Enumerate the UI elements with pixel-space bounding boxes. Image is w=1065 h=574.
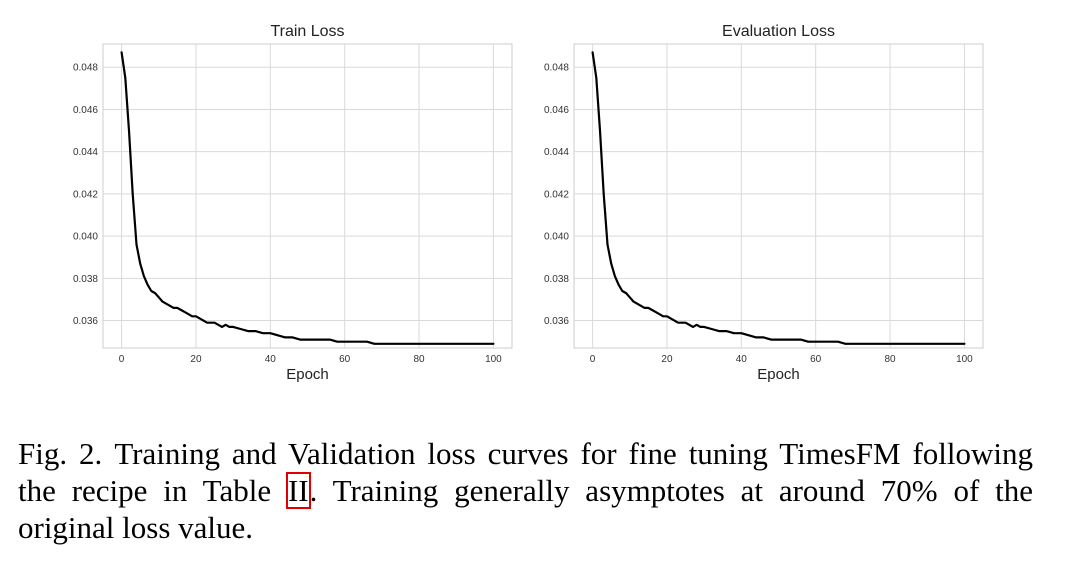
chart2-x-tick-label: 80	[884, 354, 896, 365]
table-reference-link[interactable]: II	[285, 472, 311, 509]
caption-text-part2: . Training generally asymptotes at aroun…	[18, 473, 1033, 545]
chart1-x-tick-label: 80	[413, 354, 425, 365]
chart2-x-tick-label: 40	[736, 354, 748, 365]
chart1-title: Train Loss	[270, 23, 344, 40]
chart1-x-tick-label: 100	[485, 354, 502, 365]
chart2-title: Evaluation Loss	[722, 23, 835, 40]
chart2-series-line	[591, 51, 966, 345]
chart2-y-tick-label: 0.038	[544, 274, 569, 285]
chart2-plot-area	[573, 43, 984, 349]
chart2-y-tick-label: 0.044	[544, 147, 569, 158]
chart2-y-tick-label: 0.036	[544, 316, 569, 327]
chart1-y-tick-label: 0.048	[73, 63, 98, 74]
chart1-x-axis-label: Epoch	[286, 366, 329, 383]
loss-curves-figure: 0 20 40 60 80 100 0.036 0.038 0.040 0.042 0.044 0.0…	[73, 23, 984, 383]
chart1-x-tick-label: 0	[119, 354, 125, 365]
figure-caption: Fig. 2. Training and Validation loss curv…	[18, 435, 1033, 546]
chart2-y-tick-label: 0.040	[544, 232, 569, 243]
chart1-y-tick-label: 0.040	[73, 232, 98, 243]
chart1-x-tick-label: 20	[190, 354, 202, 365]
caption-text-part1: Training and Validation loss curves for …	[18, 436, 1033, 508]
chart2-x-tick-label: 0	[590, 354, 596, 365]
chart2-y-tick-label: 0.042	[544, 189, 569, 200]
chart2-x-axis-label: Epoch	[757, 366, 800, 383]
chart2-x-tick-label: 100	[956, 354, 973, 365]
evaluation-loss-panel: 0 20 40 60 80 100 0.036 0.038 0.040 0.042 0.044 0.0…	[544, 23, 984, 383]
chart1-y-tick-label: 0.046	[73, 105, 98, 116]
chart2-x-tick-label: 60	[810, 354, 822, 365]
train-loss-panel: 0 20 40 60 80 100 0.036 0.038 0.040 0.042 0.044 0.0…	[73, 23, 513, 383]
chart1-y-tick-label: 0.038	[73, 274, 98, 285]
chart1-plot-area	[102, 43, 513, 349]
chart1-x-tick-label: 40	[265, 354, 277, 365]
chart1-y-tick-label: 0.036	[73, 316, 98, 327]
caption-label: Fig. 2.	[18, 436, 103, 471]
chart1-series-line	[120, 51, 495, 345]
chart2-x-tick-label: 20	[661, 354, 673, 365]
chart1-y-tick-label: 0.042	[73, 189, 98, 200]
chart2-y-tick-label: 0.046	[544, 105, 569, 116]
chart1-y-tick-label: 0.044	[73, 147, 98, 158]
chart2-y-tick-label: 0.048	[544, 63, 569, 74]
chart1-x-tick-label: 60	[339, 354, 351, 365]
